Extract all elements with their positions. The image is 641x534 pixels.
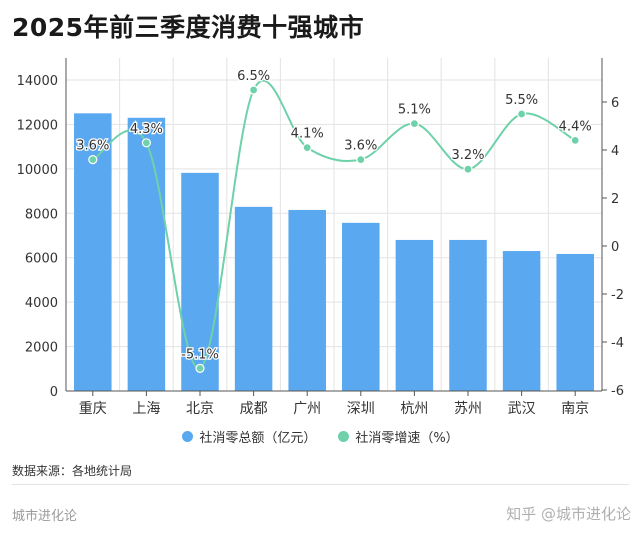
legend-dot-bar: [182, 431, 194, 442]
y-right-tick: 6: [611, 96, 619, 111]
legend: 社消零总额（亿元） 社消零增速（%）: [0, 427, 641, 446]
y-left-tick: 2000: [25, 341, 58, 356]
data-label: 5.5%: [505, 93, 538, 108]
growth-points: [88, 85, 580, 373]
bar[interactable]: [74, 113, 112, 392]
data-point[interactable]: [570, 135, 580, 145]
legend-dot-line: [338, 431, 350, 442]
y-right-tick: -6: [611, 384, 624, 399]
bar[interactable]: [127, 117, 166, 391]
y-left-tick: 10000: [17, 163, 58, 178]
divider: [12, 484, 629, 485]
growth-line: [92, 79, 576, 370]
legend-item-growth[interactable]: 社消零增速（%）: [338, 427, 459, 446]
bar[interactable]: [449, 239, 487, 391]
x-tick-label: 南京: [561, 401, 589, 417]
data-label: 3.6%: [344, 139, 377, 154]
data-label: 4.4%: [559, 119, 592, 134]
bar-series: [74, 113, 594, 392]
bar[interactable]: [556, 253, 594, 391]
data-point[interactable]: [516, 109, 527, 119]
legend-item-total[interactable]: 社消零总额（亿元）: [182, 427, 316, 446]
bar[interactable]: [181, 172, 219, 391]
y-left-tick: 12000: [17, 118, 58, 133]
y-right-tick: -4: [611, 336, 624, 351]
brand-name: 城市进化论: [12, 509, 78, 524]
x-tick-label: 杭州: [400, 401, 428, 417]
data-label: 5.1%: [398, 103, 431, 118]
y-left-tick: 6000: [25, 252, 58, 267]
data-point[interactable]: [88, 155, 98, 165]
data-point[interactable]: [409, 118, 419, 129]
data-label: -5.1%: [181, 347, 219, 362]
bar[interactable]: [502, 251, 541, 391]
y-right-tick: -2: [611, 288, 624, 303]
data-point[interactable]: [249, 85, 259, 95]
data-label: 4.3%: [130, 122, 163, 137]
y-left-tick: 14000: [17, 74, 58, 89]
data-source: 数据来源：各地统计局: [12, 464, 133, 478]
data-point[interactable]: [356, 155, 366, 165]
bar[interactable]: [395, 239, 434, 391]
data-point[interactable]: [463, 164, 473, 174]
x-tick-label: 苏州: [454, 401, 482, 417]
y-right-tick: 2: [611, 192, 619, 207]
data-label: 3.6%: [76, 139, 109, 154]
x-tick-label: 深圳: [347, 401, 375, 417]
x-tick-label: 广州: [293, 401, 321, 417]
data-label: 4.1%: [291, 127, 324, 142]
y-left-tick: 0: [50, 385, 58, 400]
data-point[interactable]: [302, 143, 312, 153]
x-tick-label: 北京: [186, 401, 214, 417]
axes: 0 2000 4000 6000 8000 10000 12000 14000 -6 -4 -2 0 2…: [17, 58, 624, 417]
data-labels: 3.6% 4.3% -5.1% 6.5% 4.1% 3.6% 5.1% 3.2% 5.5% 4.4…: [75, 68, 593, 364]
y-left-tick: 8000: [25, 207, 58, 222]
data-point[interactable]: [141, 138, 151, 148]
bar[interactable]: [288, 209, 326, 391]
y-right-tick: 0: [611, 240, 619, 255]
chart-title: 2025年前三季度消费十强城市: [12, 13, 365, 42]
y-right-tick: 4: [611, 144, 619, 159]
data-label: 6.5%: [237, 69, 270, 84]
platform-credit: 知乎 @城市进化论: [506, 505, 631, 523]
x-tick-label: 成都: [240, 401, 268, 417]
data-point[interactable]: [195, 363, 205, 373]
data-label: 3.2%: [451, 148, 484, 163]
x-tick-label: 武汉: [508, 401, 536, 417]
y-left-tick: 4000: [25, 296, 58, 311]
x-tick-label: 上海: [132, 401, 160, 417]
x-tick-label: 重庆: [79, 401, 107, 417]
bar[interactable]: [342, 222, 380, 391]
bar[interactable]: [234, 206, 273, 391]
